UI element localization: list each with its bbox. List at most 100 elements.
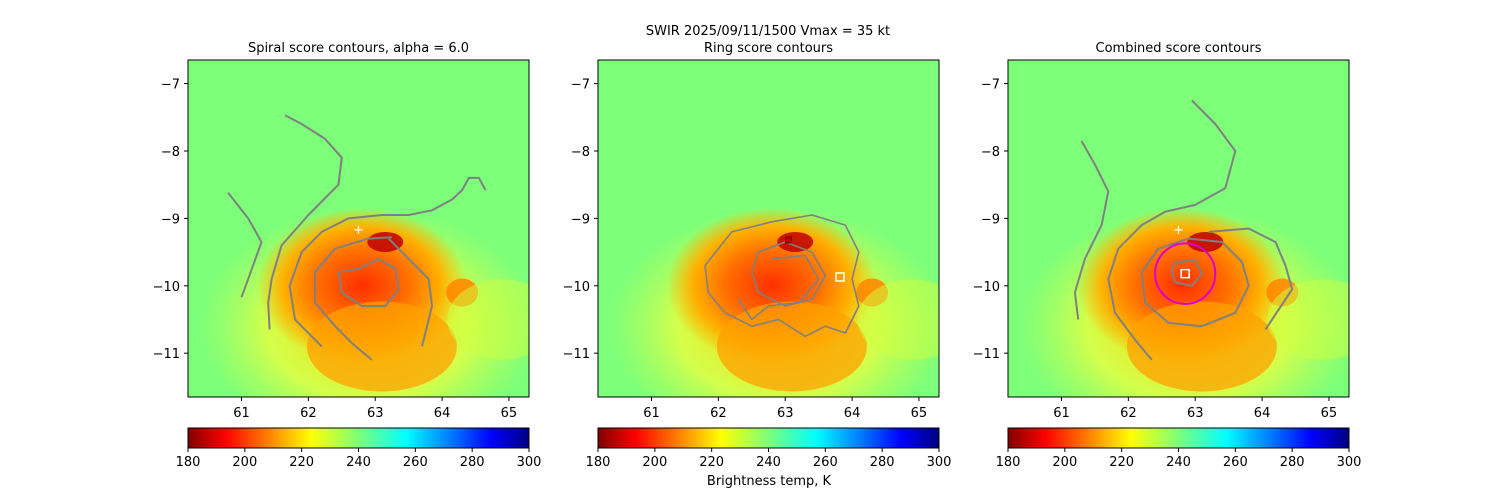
x-tick-label: 64 — [844, 406, 861, 421]
cloud-patch-east — [857, 279, 939, 360]
panel-title: Ring score contours — [704, 41, 833, 56]
contour-line-4 — [1208, 227, 1294, 331]
y-tick-label: −9 — [981, 212, 1000, 227]
colorbar-label: Brightness temp, K — [707, 474, 832, 489]
y-tick-label: −10 — [153, 280, 180, 295]
y-tick-label: −10 — [973, 280, 1000, 295]
cold-top — [777, 231, 814, 252]
colorbar-tick-label: 240 — [346, 455, 371, 470]
contour-line-1 — [227, 192, 263, 298]
contour-line-3 — [1140, 237, 1250, 328]
panel-title: Spiral score contours, alpha = 6.0 — [248, 41, 469, 56]
panel-title: Combined score contours — [1096, 41, 1262, 56]
contour-line-2 — [751, 241, 827, 307]
first-guess-marker — [1174, 225, 1183, 234]
y-tick-label: −11 — [973, 347, 1000, 362]
colorbar-tick-label: 180 — [996, 455, 1021, 470]
contour-line-4 — [314, 236, 392, 361]
y-tick-label: −7 — [571, 78, 590, 93]
contour-line-2 — [267, 114, 343, 330]
colorbar-tick-label: 240 — [1166, 455, 1191, 470]
figure-suptitle: SWIR 2025/09/11/1500 Vmax = 35 kt — [646, 24, 890, 39]
colorbar-tick-label: 300 — [927, 455, 952, 470]
colorbar-1: 180 200 220 240 260 280 300 — [176, 427, 542, 470]
contour-line-5 — [337, 257, 400, 307]
x-tick-label: 61 — [233, 406, 250, 421]
contour-lines — [704, 214, 860, 338]
x-tick-label: 63 — [1187, 406, 1204, 421]
colorbar-3: 180 200 220 240 260 280 300 — [996, 427, 1362, 470]
colorbar-tick-label: 200 — [642, 455, 667, 470]
y-tick-label: −11 — [153, 347, 180, 362]
colorbar-tick-label: 220 — [699, 455, 724, 470]
colorbar-tick-label: 300 — [517, 455, 542, 470]
colorbar-tick-label: 180 — [586, 455, 611, 470]
x-tick-label: 65 — [911, 406, 928, 421]
first-guess-marker — [354, 225, 363, 234]
cloud-patch-east — [447, 279, 529, 360]
panel-1: Spiral score contours, alpha = 6.0 61 62 63… — [153, 41, 542, 470]
axes-frame — [1007, 59, 1350, 398]
y-tick-label: −11 — [563, 347, 590, 362]
colorbar-tick-label: 220 — [289, 455, 314, 470]
contour-line-1 — [1073, 140, 1110, 320]
contour-line-2 — [1107, 99, 1237, 361]
colorbar-tick-label: 260 — [403, 455, 428, 470]
x-tick-label: 62 — [300, 406, 317, 421]
cold-top — [367, 231, 404, 252]
x-tick-label: 64 — [1254, 406, 1271, 421]
colorbar-tick-label: 220 — [1109, 455, 1134, 470]
cloud-band-south — [716, 301, 867, 392]
panel-2: Ring score contours 61 62 63 64 65 −7 −8 −9 −10 −1… — [563, 41, 952, 470]
x-tick-label: 61 — [1053, 406, 1070, 421]
brightness-temp-image — [188, 60, 529, 397]
y-tick-label: −9 — [161, 212, 180, 227]
contour-line-3 — [288, 176, 487, 348]
colorbar-gradient — [187, 427, 530, 449]
contour-line-1 — [704, 214, 860, 338]
colorbar-tick-label: 260 — [813, 455, 838, 470]
cloud-band-south — [306, 301, 457, 392]
colorbar-tick-label: 280 — [1280, 455, 1305, 470]
colorbar-tick-label: 280 — [870, 455, 895, 470]
axes-frame — [187, 59, 530, 398]
cloud-band-south — [1126, 301, 1277, 392]
cloud-patch-east — [1267, 279, 1349, 360]
colorbar-tick-label: 200 — [232, 455, 257, 470]
colorbar-2: 180 200 220 240 260 280 300 — [586, 427, 952, 470]
contour-line-3 — [737, 254, 820, 321]
x-tick-label: 61 — [643, 406, 660, 421]
colorbar-tick-label: 180 — [176, 455, 201, 470]
x-tick-label: 65 — [1321, 406, 1338, 421]
colorbar-tick-label: 300 — [1337, 455, 1362, 470]
y-tick-label: −7 — [981, 78, 1000, 93]
x-tick-label: 64 — [434, 406, 451, 421]
axes-frame — [597, 59, 940, 398]
cold-top — [1187, 231, 1224, 252]
contour-line-6 — [387, 237, 433, 347]
contour-lines — [227, 114, 487, 361]
center-fix-marker — [835, 272, 845, 282]
y-tick-label: −8 — [571, 145, 590, 160]
colorbar-tick-label: 260 — [1223, 455, 1248, 470]
panel-3: Combined score contours 61 62 63 64 65 −7 −8 −9 −… — [973, 41, 1362, 470]
colorbar-tick-label: 240 — [756, 455, 781, 470]
x-tick-label: 62 — [1120, 406, 1137, 421]
colorbar-gradient — [1007, 427, 1350, 449]
colorbar-tick-label: 200 — [1052, 455, 1077, 470]
colorbar-tick-label: 280 — [460, 455, 485, 470]
first-guess-marker — [785, 236, 793, 244]
brightness-temp-image — [1008, 60, 1349, 397]
radius-circle — [1154, 242, 1217, 305]
y-tick-label: −8 — [161, 145, 180, 160]
brightness-temp-image — [598, 60, 939, 397]
x-tick-label: 65 — [501, 406, 518, 421]
x-tick-label: 62 — [710, 406, 727, 421]
contour-line-5 — [1170, 259, 1203, 287]
y-tick-label: −9 — [571, 212, 590, 227]
contour-lines — [1073, 99, 1294, 361]
y-tick-label: −8 — [981, 145, 1000, 160]
center-fix-marker — [1180, 268, 1190, 279]
colorbar-gradient — [597, 427, 940, 449]
